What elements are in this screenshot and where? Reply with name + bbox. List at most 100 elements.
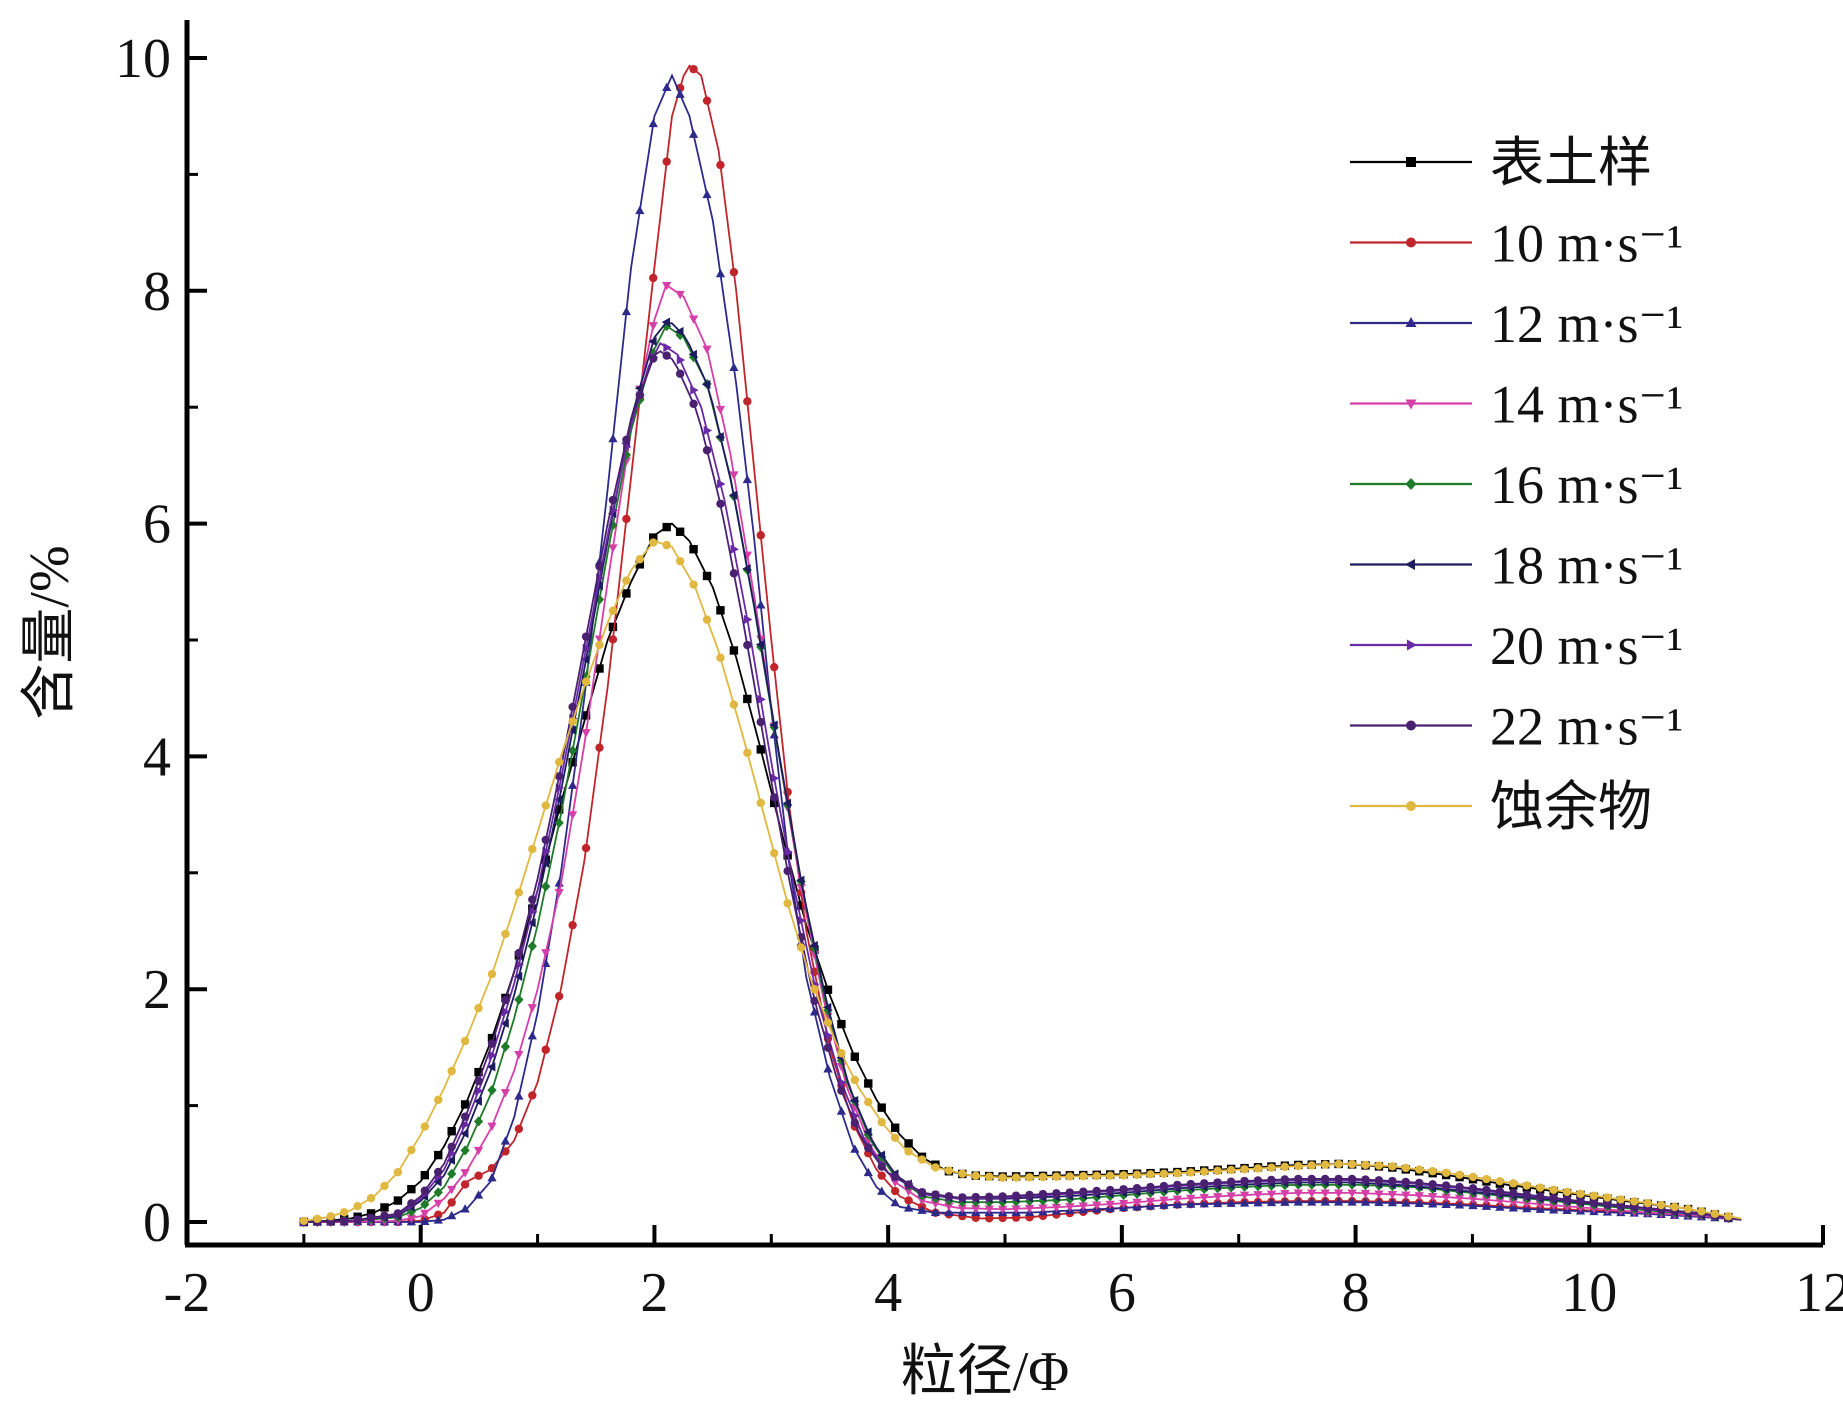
data-point xyxy=(1347,1174,1357,1184)
data-point xyxy=(1495,1197,1505,1206)
data-point xyxy=(527,1031,537,1040)
data-point xyxy=(1065,1188,1075,1197)
data-point xyxy=(728,490,738,500)
data-point xyxy=(487,1085,497,1096)
data-point xyxy=(554,772,564,781)
legend-marker xyxy=(1406,157,1416,167)
x-tick-label: 8 xyxy=(1342,1262,1370,1324)
data-point xyxy=(1415,1165,1424,1174)
data-point xyxy=(1118,1199,1129,1209)
data-point xyxy=(1415,1178,1424,1188)
data-point xyxy=(1199,1199,1209,1208)
data-point xyxy=(380,1203,389,1212)
data-point xyxy=(434,1095,443,1104)
data-point xyxy=(514,994,524,1005)
data-point xyxy=(608,606,618,615)
x-axis-title: 粒径/Φ xyxy=(901,1341,1070,1401)
data-point xyxy=(581,677,591,686)
data-point xyxy=(1441,1193,1451,1203)
data-point xyxy=(770,848,779,858)
data-point xyxy=(1481,1201,1492,1210)
data-point xyxy=(1052,1172,1061,1181)
data-point xyxy=(487,1033,497,1043)
data-point xyxy=(1643,1198,1652,1208)
data-point xyxy=(1509,1179,1518,1188)
data-point xyxy=(1011,1205,1021,1214)
data-point xyxy=(1267,1163,1276,1172)
data-point xyxy=(877,1103,886,1112)
data-point xyxy=(1401,1163,1411,1173)
data-point xyxy=(770,798,779,808)
data-point xyxy=(917,1155,927,1164)
data-point xyxy=(1374,1197,1384,1207)
data-point xyxy=(836,1106,847,1115)
data-point xyxy=(433,1215,443,1224)
data-point xyxy=(689,399,698,409)
data-point xyxy=(702,189,712,199)
data-point xyxy=(1239,1191,1250,1201)
data-point xyxy=(702,96,712,105)
data-point xyxy=(890,1186,900,1196)
data-point xyxy=(877,1186,887,1195)
data-point xyxy=(473,1190,484,1199)
series-9 xyxy=(299,538,1742,1226)
data-point xyxy=(460,1145,470,1156)
data-point xyxy=(944,1166,954,1175)
data-point xyxy=(1024,1204,1035,1214)
data-point xyxy=(689,64,698,74)
data-point xyxy=(554,757,564,767)
data-point xyxy=(917,1188,927,1197)
data-point xyxy=(1025,1190,1034,1200)
data-point xyxy=(1239,1198,1250,1207)
data-point xyxy=(434,1167,443,1177)
data-point xyxy=(460,1180,470,1189)
data-point xyxy=(742,564,751,574)
data-point xyxy=(769,720,778,730)
data-point xyxy=(1092,1192,1102,1203)
data-point xyxy=(876,1150,886,1160)
data-point xyxy=(514,888,524,897)
x-tick-label: -2 xyxy=(164,1262,211,1324)
data-point xyxy=(473,1146,484,1156)
data-point xyxy=(554,991,564,1001)
data-point xyxy=(661,317,671,327)
data-point xyxy=(822,1002,832,1013)
data-point xyxy=(676,355,686,365)
data-point xyxy=(1213,1193,1223,1202)
data-point xyxy=(1401,1191,1411,1200)
data-point xyxy=(1522,1199,1532,1209)
data-point xyxy=(500,1018,509,1029)
legend-label: 20 m·s⁻¹ xyxy=(1490,616,1683,676)
data-point xyxy=(1360,1189,1371,1199)
data-point xyxy=(393,1209,403,1218)
data-point xyxy=(985,1172,994,1181)
x-tick-label: 6 xyxy=(1108,1262,1136,1324)
data-point xyxy=(757,694,766,704)
data-point xyxy=(1173,1169,1182,1178)
data-point xyxy=(675,329,685,341)
data-point xyxy=(1495,1177,1505,1186)
data-point xyxy=(1549,1201,1559,1211)
data-point xyxy=(729,700,739,709)
data-point xyxy=(514,948,524,958)
data-point xyxy=(1294,1174,1303,1184)
data-point xyxy=(690,385,699,395)
data-point xyxy=(1200,1179,1209,1188)
data-point xyxy=(420,1199,430,1210)
data-point xyxy=(514,1051,524,1060)
data-point xyxy=(701,379,711,390)
data-point xyxy=(1038,1189,1048,1199)
legend-label: 10 m·s⁻¹ xyxy=(1490,214,1683,274)
data-point xyxy=(1065,1203,1075,1212)
legend-marker xyxy=(1405,478,1417,490)
data-point xyxy=(756,745,765,754)
data-point xyxy=(486,1062,496,1072)
data-point xyxy=(1576,1189,1585,1198)
data-point xyxy=(903,1187,914,1197)
y-tick-label: 6 xyxy=(143,494,171,556)
data-point xyxy=(782,798,792,808)
data-point xyxy=(1441,1181,1451,1190)
data-point xyxy=(675,89,685,98)
data-point xyxy=(823,1043,833,1052)
